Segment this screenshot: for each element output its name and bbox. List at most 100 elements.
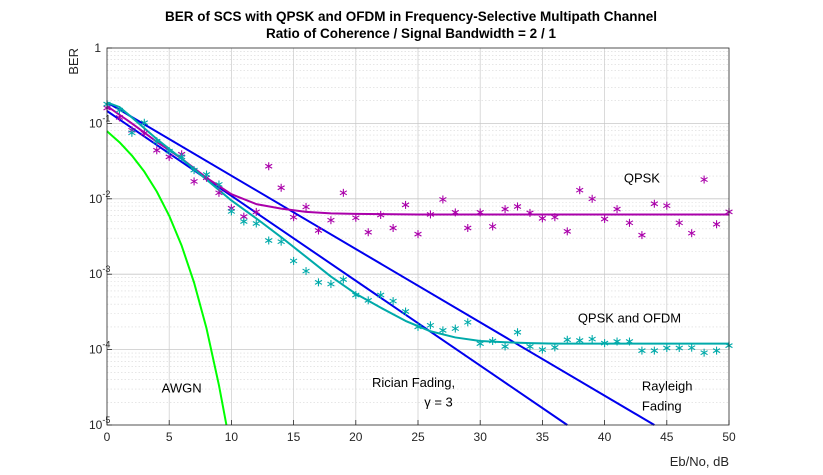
asterisk-marker — [128, 128, 136, 137]
asterisk-marker — [115, 106, 124, 115]
asterisk-marker — [551, 213, 559, 222]
asterisk-stroke — [551, 214, 559, 220]
asterisk-stroke — [526, 344, 534, 349]
asterisk-stroke — [513, 204, 522, 209]
asterisk-marker — [551, 343, 559, 352]
asterisk-stroke — [513, 329, 522, 335]
asterisk-marker — [712, 220, 721, 229]
asterisk-marker — [638, 231, 646, 240]
asterisk-marker — [426, 210, 435, 219]
asterisk-stroke — [464, 319, 472, 325]
asterisk-marker — [140, 118, 149, 127]
y-tick-label: 10-4 — [89, 340, 110, 357]
asterisk-stroke — [376, 212, 385, 218]
asterisk-marker — [314, 226, 323, 235]
asterisk-marker — [352, 213, 360, 222]
asterisk-marker — [190, 166, 198, 175]
asterisk-stroke — [488, 223, 497, 229]
asterisk-marker — [675, 344, 683, 352]
annotation-label: QPSK and OFDM — [578, 310, 681, 325]
asterisk-stroke — [501, 206, 509, 212]
asterisk-stroke — [426, 322, 435, 328]
asterisk-marker — [339, 275, 348, 284]
asterisk-marker — [526, 342, 534, 351]
asterisk-stroke — [339, 277, 348, 282]
asterisk-stroke — [289, 258, 298, 264]
asterisk-stroke — [153, 147, 161, 153]
chart-subtitle: Ratio of Coherence / Signal Bandwidth = … — [266, 26, 556, 41]
asterisk-stroke — [327, 217, 335, 223]
asterisk-stroke — [526, 210, 534, 216]
asterisk-marker — [650, 346, 659, 355]
asterisk-stroke — [563, 337, 572, 343]
asterisk-marker — [588, 335, 596, 344]
asterisk-marker — [376, 290, 385, 299]
asterisk-marker — [264, 162, 273, 171]
asterisk-marker — [464, 318, 472, 327]
asterisk-stroke — [140, 130, 149, 136]
asterisk-marker — [476, 208, 484, 217]
minor-grid — [107, 51, 729, 403]
annotation-label: Fading — [642, 399, 682, 414]
asterisk-stroke — [314, 279, 323, 285]
asterisk-stroke — [401, 309, 410, 314]
asterisk-stroke — [215, 181, 223, 187]
asterisk-marker — [613, 205, 621, 214]
y-axis-label: BER — [66, 48, 81, 75]
asterisk-stroke — [600, 216, 609, 222]
asterisk-marker — [675, 218, 683, 227]
x-tick-label: 25 — [411, 430, 425, 444]
asterisk-marker — [302, 202, 310, 211]
asterisk-marker — [177, 152, 186, 161]
asterisk-marker — [401, 200, 410, 209]
asterisk-stroke — [165, 154, 173, 160]
asterisk-marker — [700, 175, 708, 184]
x-axis-label: Eb/No, dB — [670, 454, 729, 469]
asterisk-stroke — [538, 347, 547, 353]
asterisk-stroke — [575, 338, 584, 343]
y-tick-label: 10-5 — [89, 415, 110, 432]
asterisk-stroke — [215, 190, 223, 196]
chart-title: BER of SCS with QPSK and OFDM in Frequen… — [165, 9, 657, 24]
asterisk-marker — [625, 337, 634, 346]
asterisk-stroke — [638, 232, 646, 238]
asterisk-stroke — [675, 345, 683, 351]
asterisk-stroke — [538, 215, 547, 221]
annotations: QPSK QPSK and OFDM AWGN Rician Fading, γ = 3… — [162, 170, 693, 413]
asterisk-stroke — [414, 231, 422, 237]
y-axis-ticks: 1 10-1 10-2 10-3 10-4 10-5 — [89, 41, 112, 432]
asterisk-stroke — [451, 209, 460, 215]
asterisk-marker — [165, 147, 173, 156]
annotation-label: γ = 3 — [424, 395, 453, 410]
asterisk-marker — [488, 222, 497, 231]
asterisk-stroke — [252, 221, 261, 226]
asterisk-stroke — [700, 177, 708, 183]
asterisk-stroke — [302, 268, 310, 274]
asterisk-stroke — [389, 225, 397, 231]
asterisk-marker — [588, 194, 596, 203]
asterisk-marker — [638, 346, 646, 355]
asterisk-marker — [327, 216, 335, 225]
asterisk-marker — [439, 326, 447, 335]
asterisk-stroke — [613, 206, 621, 212]
asterisk-stroke — [650, 348, 659, 354]
series-line-3 — [106, 105, 729, 216]
asterisk-stroke — [439, 327, 447, 333]
asterisk-stroke — [588, 196, 596, 202]
asterisk-stroke — [712, 221, 721, 227]
asterisk-stroke — [414, 324, 422, 330]
asterisk-marker — [401, 307, 410, 316]
asterisk-stroke — [638, 348, 646, 354]
asterisk-stroke — [277, 185, 285, 191]
asterisk-marker — [439, 195, 447, 204]
series-line-1 — [106, 110, 568, 426]
asterisk-marker — [563, 335, 572, 344]
annotation-label: Rayleigh — [642, 379, 693, 394]
asterisk-marker — [115, 113, 124, 122]
asterisk-stroke — [563, 228, 572, 234]
asterisk-marker — [289, 213, 298, 222]
asterisk-marker — [625, 218, 634, 227]
asterisk-marker — [414, 230, 422, 239]
asterisk-marker — [277, 183, 285, 192]
